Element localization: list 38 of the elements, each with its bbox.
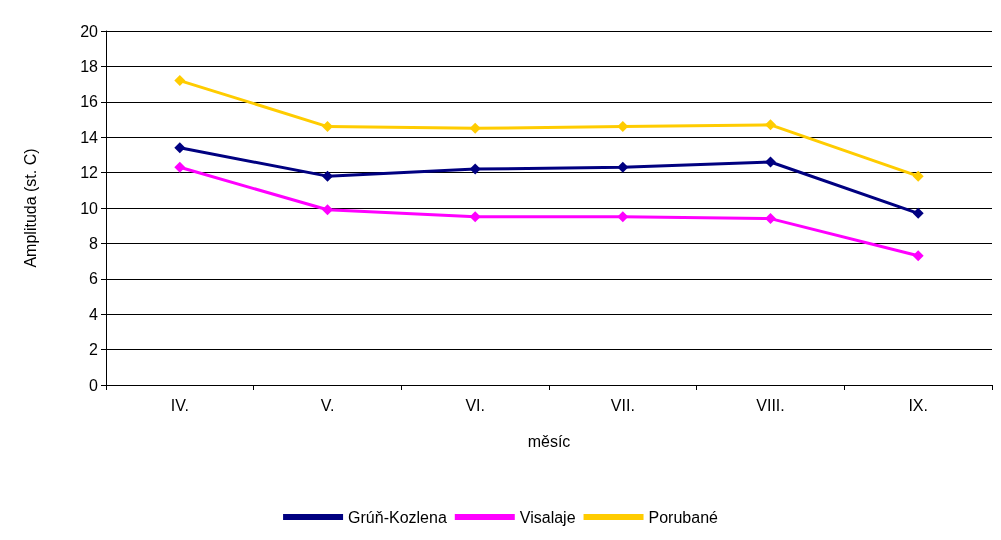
y-tick-label: 20 xyxy=(80,22,99,40)
point xyxy=(912,170,924,182)
point xyxy=(469,122,481,134)
y-tick-label: 14 xyxy=(80,128,99,146)
x-tick-label: VI. xyxy=(465,396,485,414)
x-tick-label: IV. xyxy=(170,396,189,414)
point xyxy=(174,75,186,87)
legend-label: Visalaje xyxy=(519,508,576,526)
legend-label: Porubané xyxy=(648,508,719,526)
y-tick-label: 6 xyxy=(89,270,99,288)
y-tick-label: 8 xyxy=(89,234,99,252)
point xyxy=(322,121,333,133)
legend-label: Grúň-Kozlena xyxy=(348,508,447,526)
point xyxy=(765,156,776,168)
point xyxy=(322,204,333,216)
y-tick-label: 12 xyxy=(80,164,99,182)
y-tick-label: 18 xyxy=(80,57,99,75)
x-tick-label: IX. xyxy=(908,396,928,414)
y-tick-label: 16 xyxy=(80,93,99,111)
point xyxy=(617,211,629,223)
point xyxy=(617,161,629,173)
point xyxy=(765,119,776,131)
y-tick-label: 4 xyxy=(89,305,99,323)
point xyxy=(174,142,186,154)
point xyxy=(912,207,924,219)
point xyxy=(469,163,481,175)
y-tick-label: 0 xyxy=(89,376,99,394)
y-axis-title: Amplituda (st. C) xyxy=(21,148,39,268)
point xyxy=(912,250,924,262)
x-tick-label: VIII. xyxy=(756,396,785,414)
x-tick-label: VII. xyxy=(610,396,635,414)
x-tick-label: V. xyxy=(320,396,335,414)
x-axis-title: měsíc xyxy=(527,432,571,450)
y-tick-label: 10 xyxy=(80,199,99,217)
point xyxy=(174,161,186,173)
point xyxy=(765,213,776,225)
point xyxy=(322,170,333,182)
y-tick-label: 2 xyxy=(89,341,99,359)
